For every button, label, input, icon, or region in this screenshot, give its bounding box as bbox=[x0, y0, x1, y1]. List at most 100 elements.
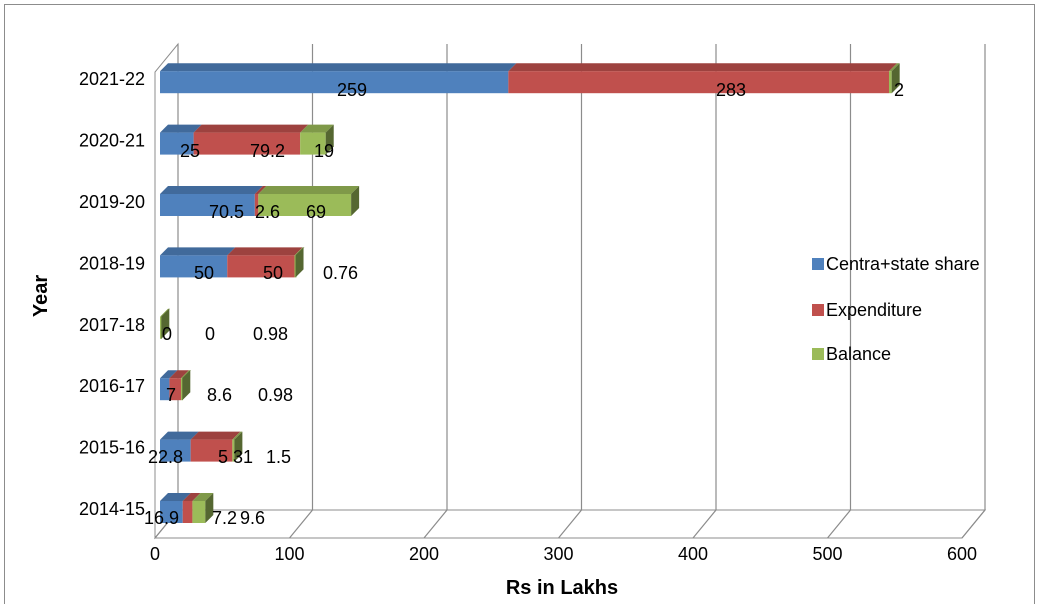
bar-top bbox=[169, 370, 189, 379]
x-axis-title: Rs in Lakhs bbox=[506, 577, 618, 599]
data-label: 50 bbox=[194, 263, 214, 283]
data-label: 0.76 bbox=[323, 263, 358, 283]
legend-label: Centra+state share bbox=[826, 254, 980, 274]
y-tick-label: 2018-19 bbox=[79, 253, 145, 273]
data-label: 0 bbox=[205, 324, 215, 344]
y-tick-label: 2020-21 bbox=[79, 131, 145, 151]
data-label: 19 bbox=[314, 141, 334, 161]
bar-top bbox=[190, 431, 241, 440]
x-tick-label: 500 bbox=[812, 544, 842, 564]
bar-top bbox=[227, 247, 303, 256]
bar bbox=[160, 71, 509, 94]
bar bbox=[182, 501, 193, 523]
bar-top bbox=[160, 63, 517, 72]
bar bbox=[300, 132, 326, 155]
bar bbox=[169, 378, 181, 401]
grid-line bbox=[692, 44, 717, 539]
bar-top bbox=[192, 493, 214, 501]
bar bbox=[160, 439, 191, 462]
bar bbox=[888, 71, 892, 94]
bars bbox=[160, 63, 900, 523]
bar bbox=[192, 501, 206, 523]
bar bbox=[160, 316, 162, 339]
y-tick-label: 2021-22 bbox=[79, 69, 145, 89]
bar-top bbox=[300, 124, 334, 133]
bar-top bbox=[193, 124, 309, 133]
data-label: 283 bbox=[716, 80, 746, 100]
data-label: 16.9 bbox=[144, 508, 179, 528]
y-axis-title: Year bbox=[30, 275, 52, 317]
bar-top bbox=[160, 124, 202, 133]
y-tick-labels: 2014-15 2015-16 2016-17 2017-18 2018-19 2019-… bbox=[79, 69, 145, 519]
bar-top bbox=[508, 63, 897, 72]
data-label: 0 bbox=[162, 324, 172, 344]
bar bbox=[508, 71, 889, 94]
bar bbox=[254, 194, 259, 216]
data-label: 69 bbox=[306, 202, 326, 222]
data-label: 7 bbox=[166, 385, 176, 405]
y-tick-label: 2016-17 bbox=[79, 376, 145, 396]
bar bbox=[180, 378, 183, 401]
data-label: 25 bbox=[180, 141, 200, 161]
x-tick-label: 100 bbox=[274, 544, 304, 564]
legend-swatch bbox=[812, 258, 824, 270]
bar-side bbox=[182, 370, 191, 401]
x-tick-label: 200 bbox=[409, 544, 439, 564]
x-tick-label: 600 bbox=[947, 544, 977, 564]
legend-swatch bbox=[812, 304, 824, 316]
bar-top bbox=[160, 247, 236, 256]
x-tick-label: 400 bbox=[678, 544, 708, 564]
y-tick-label: 2014-15 bbox=[79, 499, 145, 519]
bar-top bbox=[254, 186, 267, 194]
bar-side bbox=[295, 247, 304, 278]
y-tick-label: 2015-16 bbox=[79, 438, 145, 458]
legend-swatch bbox=[812, 348, 824, 360]
y-tick-label: 2017-18 bbox=[79, 315, 145, 335]
grid-line bbox=[423, 44, 448, 539]
x-tick-labels: 0 100 200 300 400 500 600 bbox=[150, 544, 977, 564]
bar-top bbox=[160, 370, 178, 379]
legend-label: Expenditure bbox=[826, 300, 922, 320]
bar bbox=[227, 255, 295, 278]
data-label: 7.2 bbox=[212, 508, 237, 528]
bar-side bbox=[351, 186, 360, 216]
bar-side bbox=[234, 431, 243, 462]
bar-top bbox=[258, 186, 360, 194]
legend-label: Balance bbox=[826, 344, 891, 364]
bar bbox=[160, 378, 170, 401]
bar-top bbox=[232, 431, 243, 440]
x-tick-label: 300 bbox=[543, 544, 573, 564]
data-label: 1.5 bbox=[266, 447, 291, 467]
bar bbox=[232, 439, 235, 462]
bar bbox=[160, 132, 194, 155]
data-label: 0.98 bbox=[258, 385, 293, 405]
bar-top bbox=[160, 186, 263, 194]
bar-side bbox=[205, 493, 214, 523]
bar-top bbox=[160, 431, 199, 440]
bar bbox=[160, 194, 255, 216]
bar-side bbox=[325, 124, 334, 155]
bar-top bbox=[888, 63, 900, 72]
bar bbox=[193, 132, 301, 155]
data-label: 9.6 bbox=[240, 508, 265, 528]
grid-line bbox=[961, 44, 986, 539]
bar bbox=[160, 255, 228, 278]
data-label: 259 bbox=[337, 80, 367, 100]
bar-top bbox=[182, 493, 201, 501]
bar bbox=[160, 501, 183, 523]
bar bbox=[294, 255, 297, 278]
bar-top bbox=[160, 493, 191, 501]
y-tick-label: 2019-20 bbox=[79, 192, 145, 212]
grid-line bbox=[558, 44, 583, 539]
grid-line bbox=[827, 44, 852, 539]
data-label: 2 bbox=[894, 80, 904, 100]
bar bbox=[258, 194, 352, 216]
data-label: 2.6 bbox=[255, 202, 280, 222]
data-label: 50 bbox=[263, 263, 283, 283]
bar-side bbox=[161, 308, 170, 339]
bar bbox=[190, 439, 233, 462]
data-labels: 16.9 7.2 9.6 22.8 5 31 1.5 7 8.6 0.98 0 0 0.98 50 50 0… bbox=[144, 80, 904, 528]
data-label: 0.98 bbox=[253, 324, 288, 344]
legend: Centra+state share Expenditure Balance bbox=[812, 254, 980, 364]
